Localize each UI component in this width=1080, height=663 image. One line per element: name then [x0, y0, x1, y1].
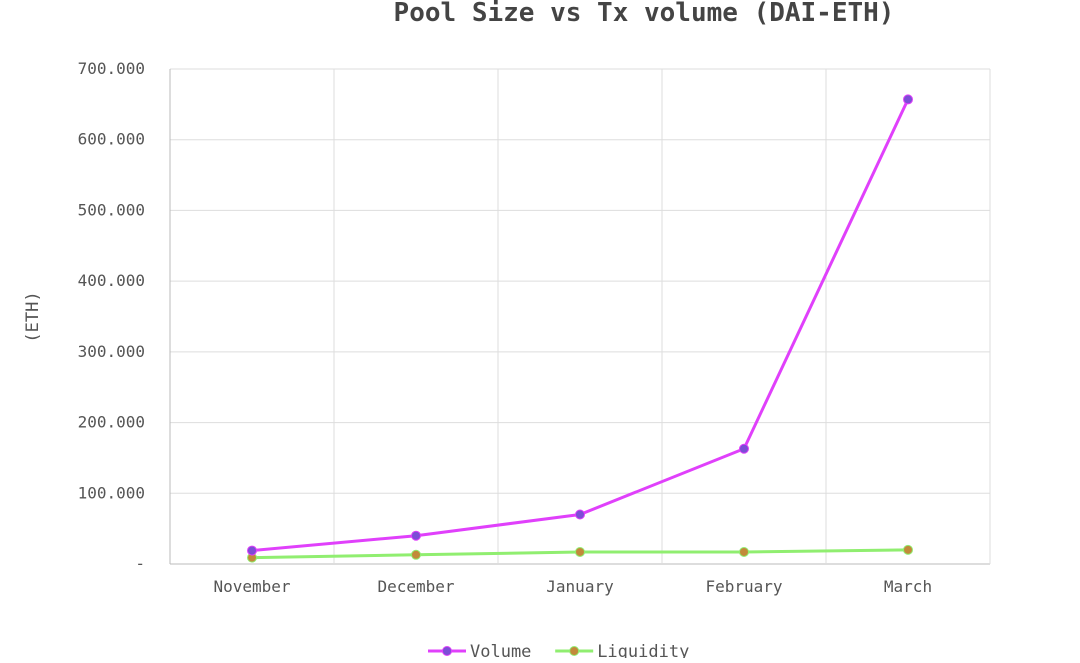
chart-title: Pool Size vs Tx volume (DAI-ETH) — [394, 0, 895, 28]
y-tick-label: 600.000 — [78, 130, 145, 149]
data-point — [411, 549, 421, 560]
series — [247, 94, 913, 563]
data-point — [247, 545, 257, 556]
x-tick-label: February — [705, 577, 782, 596]
y-tick-label: 400.000 — [78, 271, 145, 290]
data-point — [739, 546, 749, 557]
legend: Volume Liquidity — [428, 642, 689, 662]
series-volume — [247, 94, 913, 556]
grid — [169, 68, 991, 565]
data-point — [739, 443, 749, 454]
data-point — [903, 544, 913, 555]
x-tick-label: January — [546, 577, 614, 596]
y-tick-label: 500.000 — [78, 200, 145, 219]
legend-marker — [442, 646, 452, 656]
legend-label: Volume — [470, 642, 531, 658]
data-point — [411, 530, 421, 541]
legend-item-liquidity: Liquidity — [555, 642, 689, 662]
y-tick-label: 100.000 — [78, 483, 145, 502]
data-point — [575, 546, 585, 557]
y-axis-ticks: 700.000 600.000 500.000 400.000 300.000 200.0… — [78, 59, 145, 573]
legend-marker — [569, 646, 580, 656]
y-axis-label: (ETH) — [23, 291, 43, 342]
x-axis-ticks: November December January February March — [213, 577, 932, 596]
data-point — [903, 94, 913, 105]
data-point — [575, 509, 585, 520]
x-tick-label: December — [377, 577, 454, 596]
y-tick-label: 200.000 — [78, 413, 145, 432]
legend-label: Liquidity — [597, 642, 689, 658]
x-tick-label: March — [884, 577, 932, 596]
y-tick-label: 700.000 — [78, 59, 145, 78]
series-line — [251, 98, 910, 553]
y-tick-label: - — [135, 554, 145, 573]
series-liquidity — [247, 544, 913, 563]
x-tick-label: November — [213, 577, 290, 596]
legend-item-volume: Volume — [428, 642, 531, 662]
y-tick-label: 300.000 — [78, 342, 145, 361]
